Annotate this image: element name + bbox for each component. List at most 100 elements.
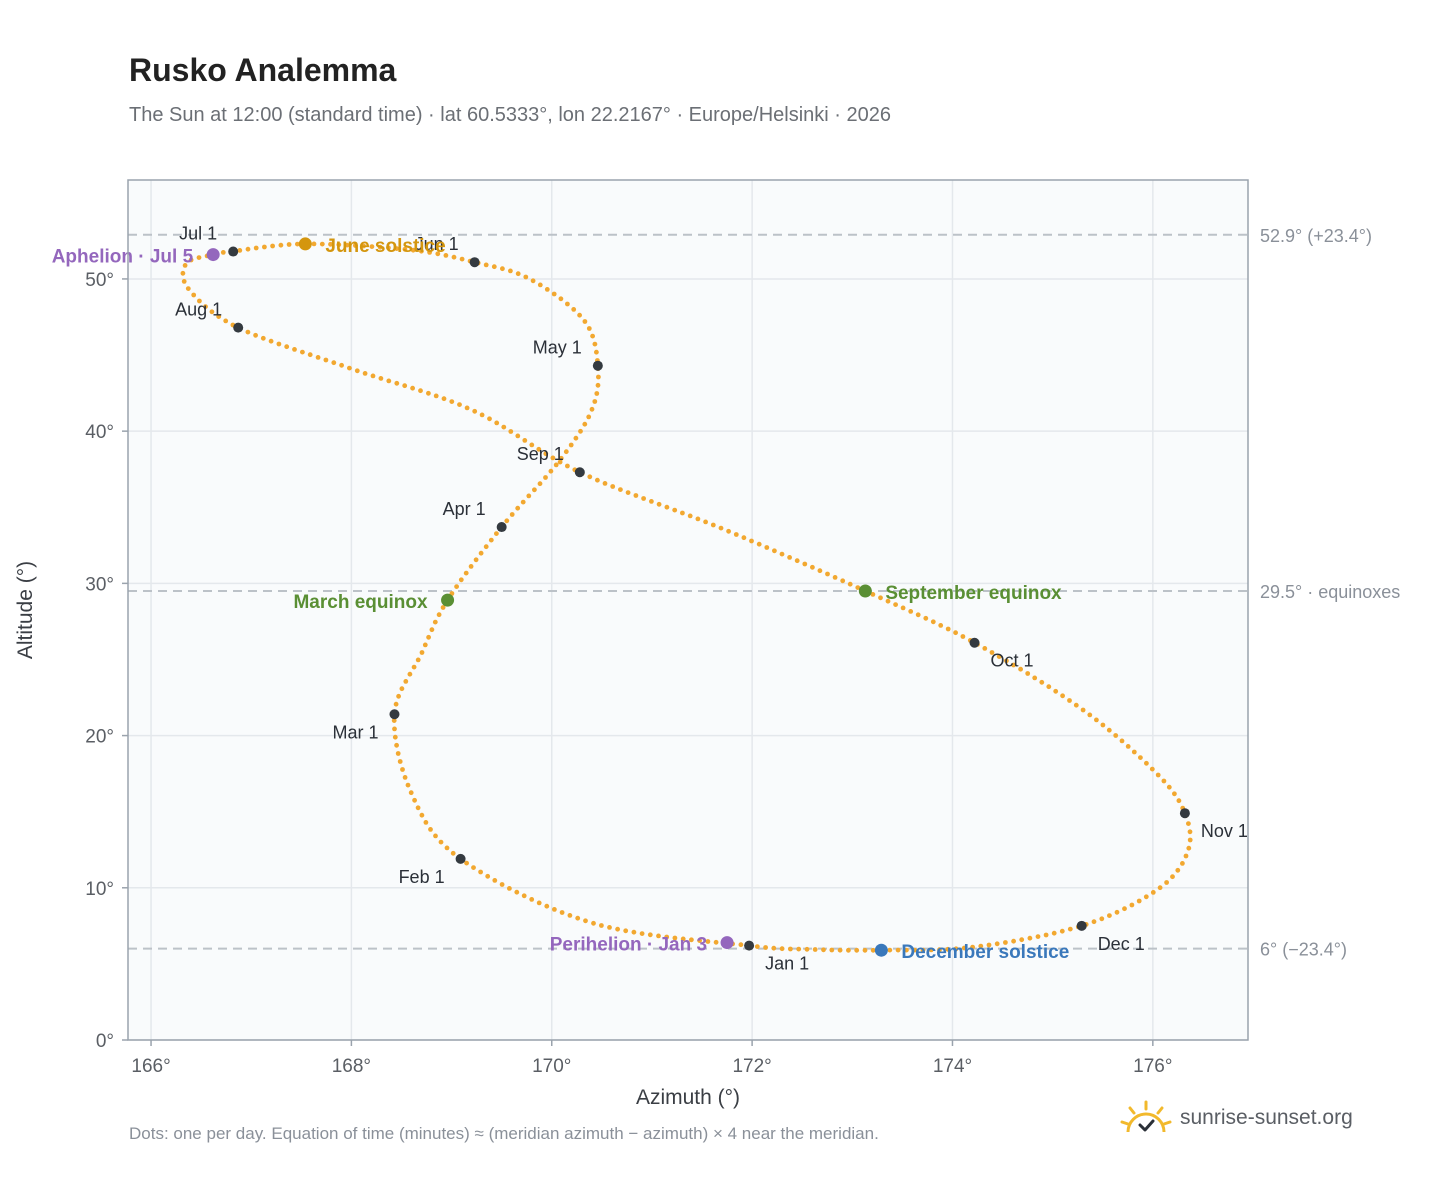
day-dot xyxy=(393,701,399,707)
event-marker-label: Perihelion · Jan 3 xyxy=(550,935,707,956)
x-tick-label: 168° xyxy=(332,1056,371,1077)
month-markers: Jan 1 Feb 1 Mar 1 Apr 1 May 1 Jun 1 Jul 1 Aug 1… xyxy=(175,224,1248,974)
day-dot xyxy=(268,338,274,344)
day-dot xyxy=(878,595,883,601)
day-dot xyxy=(618,487,623,492)
month-marker-dot xyxy=(455,853,466,864)
day-dot xyxy=(591,920,596,926)
day-dot xyxy=(915,612,921,618)
month-marker-dot xyxy=(1076,920,1087,931)
day-dot xyxy=(464,860,469,866)
day-dot xyxy=(426,390,431,396)
day-dot xyxy=(400,767,405,772)
day-dot xyxy=(1155,772,1161,778)
day-dot xyxy=(300,349,305,355)
day-dot xyxy=(840,578,846,584)
day-dot xyxy=(788,946,793,952)
day-dot xyxy=(1073,702,1079,708)
day-dot xyxy=(1019,937,1025,943)
event-marker-dot xyxy=(441,593,455,607)
day-dot xyxy=(1180,861,1185,866)
day-dot xyxy=(440,605,446,610)
day-dot xyxy=(989,650,995,655)
day-dot xyxy=(253,332,258,338)
month-marker-label: Oct 1 xyxy=(991,651,1034,671)
day-dot xyxy=(825,571,830,577)
day-dot xyxy=(1107,913,1112,918)
y-tick-label: 10° xyxy=(85,879,114,900)
day-dot xyxy=(656,501,662,507)
day-dot xyxy=(779,946,785,952)
day-dot xyxy=(526,493,532,499)
day-dot xyxy=(953,946,959,952)
day-dot xyxy=(996,654,1002,659)
day-dot xyxy=(592,399,598,404)
day-dot xyxy=(353,243,358,248)
day-dot xyxy=(578,428,583,434)
month-marker-dot xyxy=(496,522,507,533)
day-dot xyxy=(689,937,694,943)
day-dot xyxy=(565,301,570,307)
day-dot xyxy=(558,455,564,461)
event-marker-label: June solstice xyxy=(325,236,445,257)
day-dot xyxy=(508,268,513,274)
day-dot xyxy=(610,484,616,489)
day-dot xyxy=(488,537,494,543)
day-dot xyxy=(412,797,417,803)
day-dot xyxy=(664,934,670,940)
day-dot xyxy=(1018,666,1023,672)
month-marker-dot xyxy=(592,360,603,371)
day-dot xyxy=(182,263,188,268)
day-dot xyxy=(307,352,313,358)
month-marker-label: Jul 1 xyxy=(179,224,217,244)
x-tick-label: 176° xyxy=(1133,1056,1172,1077)
day-dot xyxy=(237,248,243,253)
day-dot xyxy=(986,942,992,948)
day-dot xyxy=(262,244,267,250)
brand[interactable]: sunrise-sunset.org xyxy=(1120,1100,1353,1136)
day-dot xyxy=(1161,778,1167,784)
day-dot xyxy=(1032,675,1038,681)
day-dot xyxy=(680,510,685,516)
day-dot xyxy=(507,886,512,891)
day-dot xyxy=(544,287,550,292)
month-marker-label: Jan 1 xyxy=(765,954,809,974)
day-dot xyxy=(1164,880,1169,885)
day-dot xyxy=(779,551,785,557)
day-dot xyxy=(802,561,808,567)
day-dot xyxy=(810,564,815,570)
day-dot xyxy=(586,414,592,420)
page-title: Rusko Analemma xyxy=(129,52,397,88)
x-tick-label: 172° xyxy=(732,1056,771,1077)
day-dot xyxy=(464,405,470,411)
day-dot xyxy=(1100,722,1106,728)
day-dot xyxy=(649,499,654,504)
day-dot xyxy=(821,947,826,953)
day-dot xyxy=(354,368,360,374)
day-dot xyxy=(559,910,565,915)
day-dot xyxy=(435,251,441,257)
day-dot xyxy=(1059,928,1065,934)
day-dot xyxy=(427,250,432,255)
day-dot xyxy=(478,869,483,875)
day-dot xyxy=(284,344,290,350)
day-dot xyxy=(1091,919,1097,925)
day-dot xyxy=(1035,934,1041,939)
day-dot xyxy=(537,481,543,487)
day-dot xyxy=(529,442,535,448)
day-dot xyxy=(408,790,414,796)
day-dot xyxy=(571,307,577,312)
day-dot xyxy=(386,378,392,384)
day-dot xyxy=(422,642,428,648)
day-dot xyxy=(537,282,543,288)
day-dot xyxy=(418,388,423,394)
day-dot xyxy=(473,557,479,563)
day-dot xyxy=(260,335,266,341)
event-markers: March equinox June solstice September equi… xyxy=(52,236,1070,963)
day-dot xyxy=(1170,874,1175,880)
day-dot xyxy=(756,541,762,547)
day-dot xyxy=(253,245,259,251)
day-dot xyxy=(713,939,719,945)
day-dot xyxy=(339,362,344,368)
event-marker-label: March equinox xyxy=(293,592,428,613)
